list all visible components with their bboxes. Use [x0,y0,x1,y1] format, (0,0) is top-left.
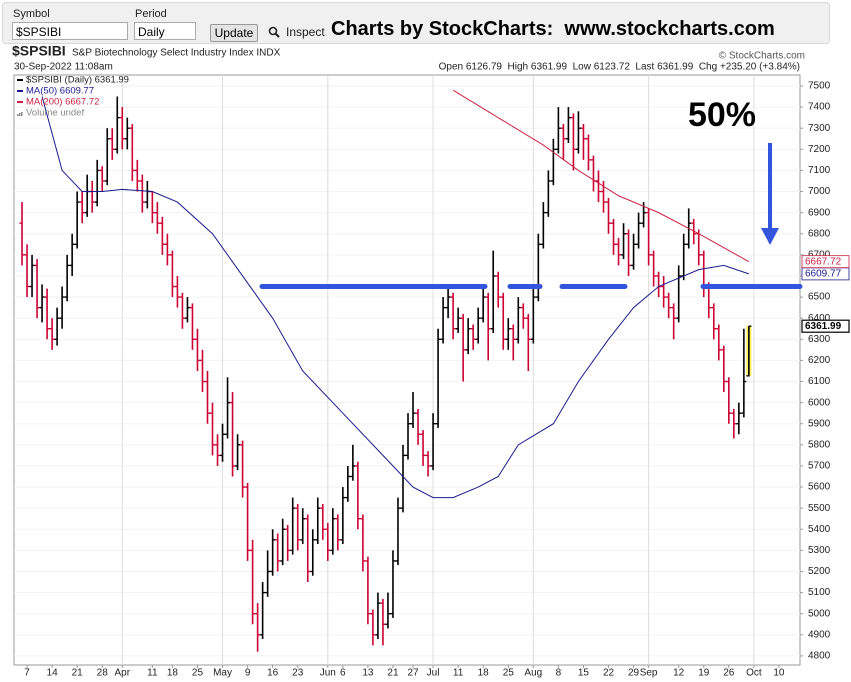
inspect-icon [268,26,280,38]
x-tick-label: 18 [167,668,179,679]
period-select[interactable]: Daily [134,22,196,40]
y-tick-label: 7100 [808,165,831,176]
value-label: 6667.72 [805,256,842,267]
x-tick-label: 25 [192,668,204,679]
y-tick-label: 6200 [808,355,831,366]
x-tick-label: 15 [578,668,590,679]
legend-swatch [19,113,21,116]
legend-entry: MA(50) 6609.77 [26,86,94,97]
plot-frame [13,74,801,666]
y-tick-label: 5700 [808,461,831,472]
x-tick-label: 13 [362,668,374,679]
x-tick-label: Aug [524,668,542,679]
chart-title: $SPSIBI [12,43,66,59]
legend-entry: Volume undef [26,108,84,119]
x-tick-label: 11 [453,668,464,679]
x-tick-label: 28 [97,668,109,679]
x-tick-label: 12 [673,668,685,679]
value-box [801,319,850,333]
y-tick-label: 5200 [808,566,831,577]
x-tick-label: 23 [292,668,304,679]
y-tick-label: 6700 [808,249,831,260]
quote-info: Open 6126.79 High 6361.99 Low 6123.72 La… [439,62,800,73]
y-tick-label: 5000 [808,608,831,619]
x-tick-label: Jun [320,668,336,679]
y-tick-label: 5100 [808,587,831,598]
y-tick-label: 7000 [808,186,831,197]
annotation-text: 50% [688,96,756,134]
y-tick-label: 6000 [808,397,831,408]
credit: © StockCharts.com [719,51,805,62]
x-tick-label: May [213,668,232,679]
value-label: 6609.77 [805,269,842,280]
banner: Charts by StockCharts: www.stockcharts.c… [331,18,775,40]
y-tick-label: 4800 [808,651,831,662]
x-tick-label: 25 [503,668,515,679]
toolbar: Symbol $SPSIBI Period Daily Update Inspe… [2,2,830,44]
annotation-arrowhead [761,228,779,245]
moving-average [41,96,750,499]
legend-entry: $SPSIBI (Daily) 6361.99 [26,75,129,86]
x-tick-label: 21 [387,668,399,679]
x-tick-label: Apr [114,668,130,679]
y-tick-label: 4900 [808,629,831,640]
y-tick-label: 7400 [808,102,831,113]
y-tick-label: 7500 [808,81,831,92]
inspect-button[interactable]: Inspect [286,25,325,39]
y-tick-label: 6100 [808,376,831,387]
x-tick-label: 11 [147,668,158,679]
legend-swatch [21,112,23,116]
value-label: 6361.99 [805,321,842,332]
x-tick-label: Sep [640,668,658,679]
x-tick-label: 19 [698,668,710,679]
x-tick-label: 10 [773,668,785,679]
x-tick-label: 14 [47,668,59,679]
x-tick-label: 18 [478,668,490,679]
symbol-input[interactable]: $SPSIBI [12,22,128,40]
x-tick-label: 21 [72,668,84,679]
x-tick-label: 26 [723,668,735,679]
value-box [801,255,850,269]
y-tick-label: 6900 [808,207,831,218]
y-tick-label: 7200 [808,144,831,155]
x-tick-label: 7 [24,668,30,679]
x-tick-label: 29 [628,668,640,679]
x-tick-label: 22 [603,668,615,679]
legend-swatch [17,114,19,116]
y-tick-label: 7300 [808,123,831,134]
y-tick-label: 5400 [808,524,831,535]
moving-average [452,89,750,263]
y-tick-label: 6300 [808,334,831,345]
period-label: Period [135,8,167,20]
x-tick-label: Oct [746,668,762,679]
x-tick-label: 9 [245,668,251,679]
update-button[interactable]: Update [210,24,258,42]
x-tick-label: 6 [340,668,346,679]
x-tick-label: 16 [267,668,279,679]
x-tick-label: 8 [556,668,562,679]
y-tick-label: 5800 [808,439,831,450]
date: 30-Sep-2022 11:08am [14,62,113,73]
y-tick-label: 5500 [808,503,831,514]
y-tick-label: 5900 [808,418,831,429]
x-tick-label: 27 [407,668,419,679]
y-tick-label: 6400 [808,313,831,324]
y-tick-label: 6500 [808,292,831,303]
chart-subtitle: S&P Biotechnology Select Industry Index … [72,48,281,59]
y-tick-label: 5300 [808,545,831,556]
legend-entry: MA(200) 6667.72 [26,97,99,108]
x-tick-label: Jul [427,668,440,679]
y-tick-label: 6800 [808,228,831,239]
y-tick-label: 5600 [808,482,831,493]
symbol-label: Symbol [13,8,50,20]
